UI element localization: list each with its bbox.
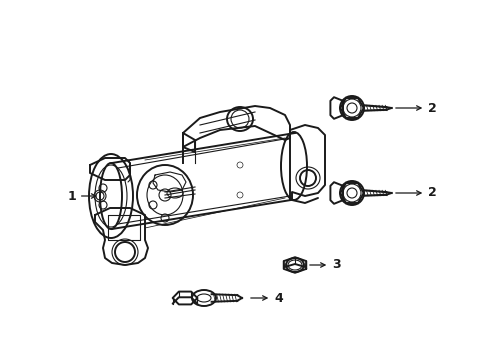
Text: 3: 3 [309,258,340,271]
Text: 2: 2 [395,186,436,199]
Text: 4: 4 [250,292,282,305]
Text: 2: 2 [395,102,436,114]
Text: 1: 1 [67,189,96,202]
